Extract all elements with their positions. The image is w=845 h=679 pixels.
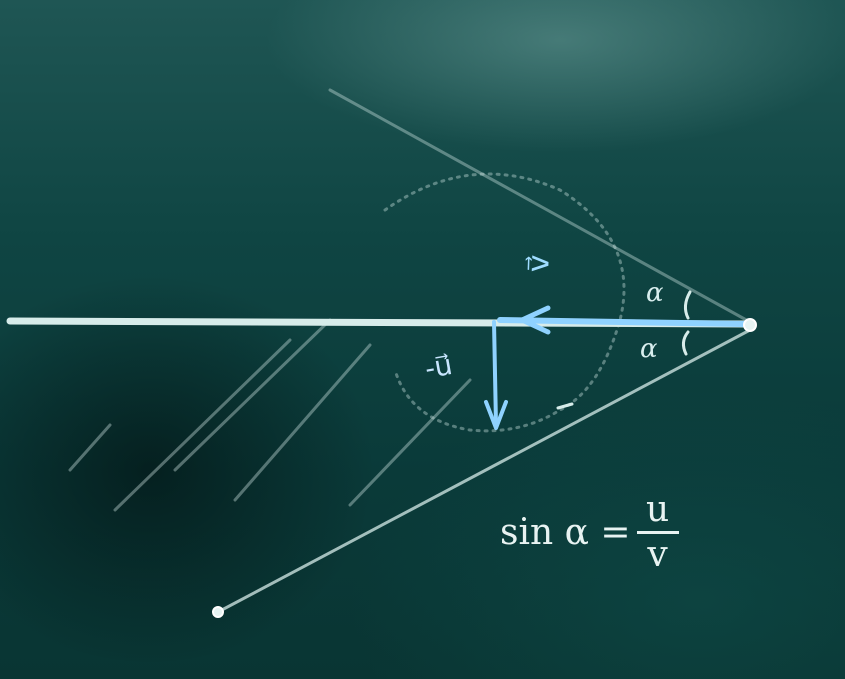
right-angle-mark xyxy=(556,402,574,410)
hatch-lines xyxy=(68,318,472,512)
sine-formula: sin α = u v xyxy=(500,492,679,573)
minus-u-label: -u⃗ xyxy=(422,347,455,386)
velocity-arrow xyxy=(497,317,748,327)
minus-u-arrowhead xyxy=(484,400,508,430)
formula-numerator: u xyxy=(645,489,670,530)
apex-point xyxy=(743,318,757,332)
angle-label-bottom: α xyxy=(640,334,658,364)
minus-u-arrow xyxy=(492,320,498,427)
cone-line-lower xyxy=(216,328,752,614)
fraction-bar xyxy=(636,531,679,534)
cone-line-upper xyxy=(328,88,752,324)
angle-label-top: α xyxy=(646,278,664,308)
angle-arc-top xyxy=(683,290,692,320)
formula-lhs: sin α = xyxy=(500,512,631,553)
velocity-label: v⃗ xyxy=(521,254,557,273)
dashed-circle xyxy=(383,172,626,433)
formula-fraction: u v xyxy=(636,489,679,575)
angle-arc-bottom xyxy=(681,330,690,356)
velocity-arrowhead xyxy=(519,305,551,335)
end-point xyxy=(212,606,224,618)
formula-denominator: v xyxy=(647,534,668,575)
